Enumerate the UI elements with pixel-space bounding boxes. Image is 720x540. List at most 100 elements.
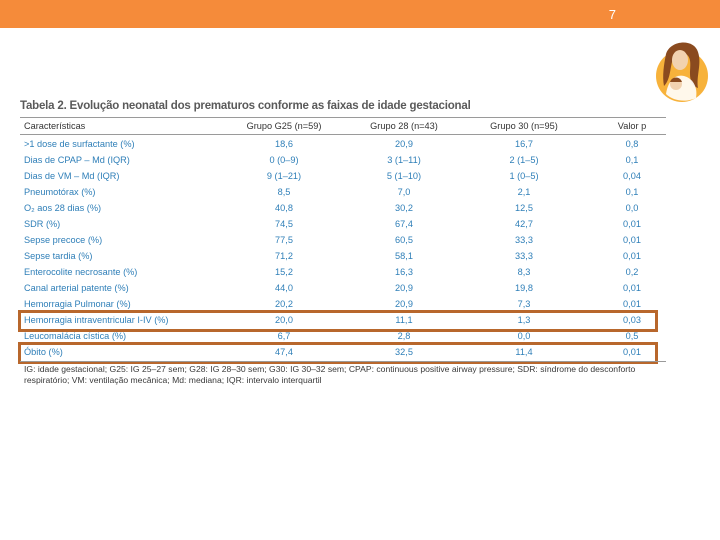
table-cell: 33,3 [515,235,533,245]
row-label: Leucomalácia cística (%) [24,331,127,341]
row-label: SDR (%) [24,219,61,229]
table-cell: 47,4 [275,347,293,357]
table-cell: 20,0 [275,315,293,325]
table-cell: 77,5 [275,235,293,245]
table-cell: 0,04 [623,171,641,181]
table-row: Leucomalácia cística (%) 6,7 2,8 0,0 0,5 [20,329,666,343]
table-cell: 0,01 [623,251,641,261]
table-row: Hemorragia Pulmonar (%) 20,2 20,9 7,3 0,… [20,297,666,311]
highlight-box-hemorragia-intraventricular [18,310,658,332]
table-cell: 6,7 [277,331,291,341]
table-cell: 15,2 [275,267,293,277]
table-cell: 0,01 [623,219,641,229]
column-header: Valor p [617,121,647,131]
table-cell: 40,8 [275,203,293,213]
table-cell: 0,01 [623,299,641,309]
table-cell: 0 (0–9) [269,155,299,165]
table-cell: 0,8 [625,139,639,149]
table-header-rule [20,134,666,135]
row-label: O₂ aos 28 dias (%) [24,203,102,213]
table-cell: 33,3 [515,251,533,261]
table-cell: 20,9 [395,299,413,309]
table-cell: 2 (1–5) [509,155,539,165]
table-cell: 0,0 [625,203,639,213]
table-cell: 0,01 [623,283,641,293]
table-cell: 58,1 [395,251,413,261]
table-cell: 2,1 [517,187,531,197]
row-label: Canal arterial patente (%) [24,283,129,293]
table-cell: 42,7 [515,219,533,229]
table-cell: 0,0 [517,331,531,341]
table-cell: 3 (1–11) [387,155,421,165]
table-cell: 5 (1–10) [386,171,422,181]
table-row: Pneumotórax (%) 8,5 7,0 2,1 0,1 [20,185,666,199]
table-cell: 11,4 [515,347,533,357]
column-header: Grupo G25 (n=59) [246,121,322,131]
table-cell: 19,8 [515,283,533,293]
row-label: Pneumotórax (%) [24,187,96,197]
table-cell: 74,5 [275,219,293,229]
table-cell: 16,7 [515,139,533,149]
top-bar: 7 [0,0,720,28]
table-row: Canal arterial patente (%) 44,0 20,9 19,… [20,281,666,295]
table-cell: 16,3 [395,267,413,277]
table-row: Dias de VM – Md (IQR) 9 (1–21) 5 (1–10) … [20,169,666,183]
row-label: Dias de VM – Md (IQR) [24,171,120,181]
table-cell: 32,5 [395,347,413,357]
row-label: Sepse tardia (%) [24,251,93,261]
column-header: Características [24,121,86,131]
table-cell: 7,3 [517,299,531,309]
table-header-row: Características Grupo G25 (n=59) Grupo 2… [20,119,666,133]
page-number: 7 [608,7,616,22]
row-label: Dias de CPAP – Md (IQR) [24,155,130,165]
column-header: Grupo 30 (n=95) [490,121,558,131]
table-footnote: IG: idade gestacional; G25: IG 25–27 sem… [24,364,636,385]
table-cell: 0,03 [623,315,641,325]
mother-and-child-icon [652,36,712,108]
table-cell: 12,5 [515,203,533,213]
table-row: Dias de CPAP – Md (IQR) 0 (0–9) 3 (1–11)… [20,153,666,167]
table-cell: 1,3 [517,315,531,325]
table-cell: 0,1 [625,187,639,197]
table-row: Sepse precoce (%) 77,5 60,5 33,3 0,01 [20,233,666,247]
table-row: SDR (%) 74,5 67,4 42,7 0,01 [20,217,666,231]
table-cell: 0,01 [623,347,641,357]
table-cell: 8,5 [277,187,291,197]
table-cell: 30,2 [395,203,413,213]
table-cell: 0,01 [623,235,641,245]
table-cell: 2,8 [397,331,411,341]
table-cell: 44,0 [275,283,293,293]
table-bottom-rule [20,361,666,362]
column-header: Grupo 28 (n=43) [370,121,438,131]
row-label: Sepse precoce (%) [24,235,103,245]
table-row: Sepse tardia (%) 71,2 58,1 33,3 0,01 [20,249,666,263]
table-row: Hemorragia intraventricular I-IV (%) 20,… [20,313,666,327]
row-label: Hemorragia Pulmonar (%) [24,299,131,309]
table-cell: 7,0 [397,187,411,197]
table-cell: 71,2 [275,251,293,261]
table-row: >1 dose de surfactante (%) 18,6 20,9 16,… [20,137,666,151]
row-label: Óbito (%) [24,347,63,357]
table-cell: 11,1 [395,315,413,325]
table-row: Enterocolite necrosante (%) 15,2 16,3 8,… [20,265,666,279]
row-label: Enterocolite necrosante (%) [24,267,138,277]
row-label: >1 dose de surfactante (%) [24,139,135,149]
table-cell: 0,2 [625,267,639,277]
table-cell: 20,2 [275,299,293,309]
table-row: O₂ aos 28 dias (%) 40,8 30,2 12,5 0,0 [20,201,666,215]
table-cell: 0,5 [625,331,639,341]
table-top-rule [20,117,666,118]
table-cell: 1 (0–5) [509,171,539,181]
highlight-box-obito [18,342,658,364]
table-title: Tabela 2. Evolução neonatal dos prematur… [20,100,471,112]
table-cell: 60,5 [395,235,413,245]
table-row: Óbito (%) 47,4 32,5 11,4 0,01 [20,345,666,359]
table-cell: 20,9 [395,283,413,293]
table-cell: 18,6 [275,139,293,149]
table-cell: 20,9 [395,139,413,149]
table-cell: 0,1 [625,155,639,165]
row-label: Hemorragia intraventricular I-IV (%) [24,315,169,325]
table-cell: 9 (1–21) [266,171,302,181]
table-cell: 67,4 [395,219,413,229]
table-cell: 8,3 [517,267,531,277]
